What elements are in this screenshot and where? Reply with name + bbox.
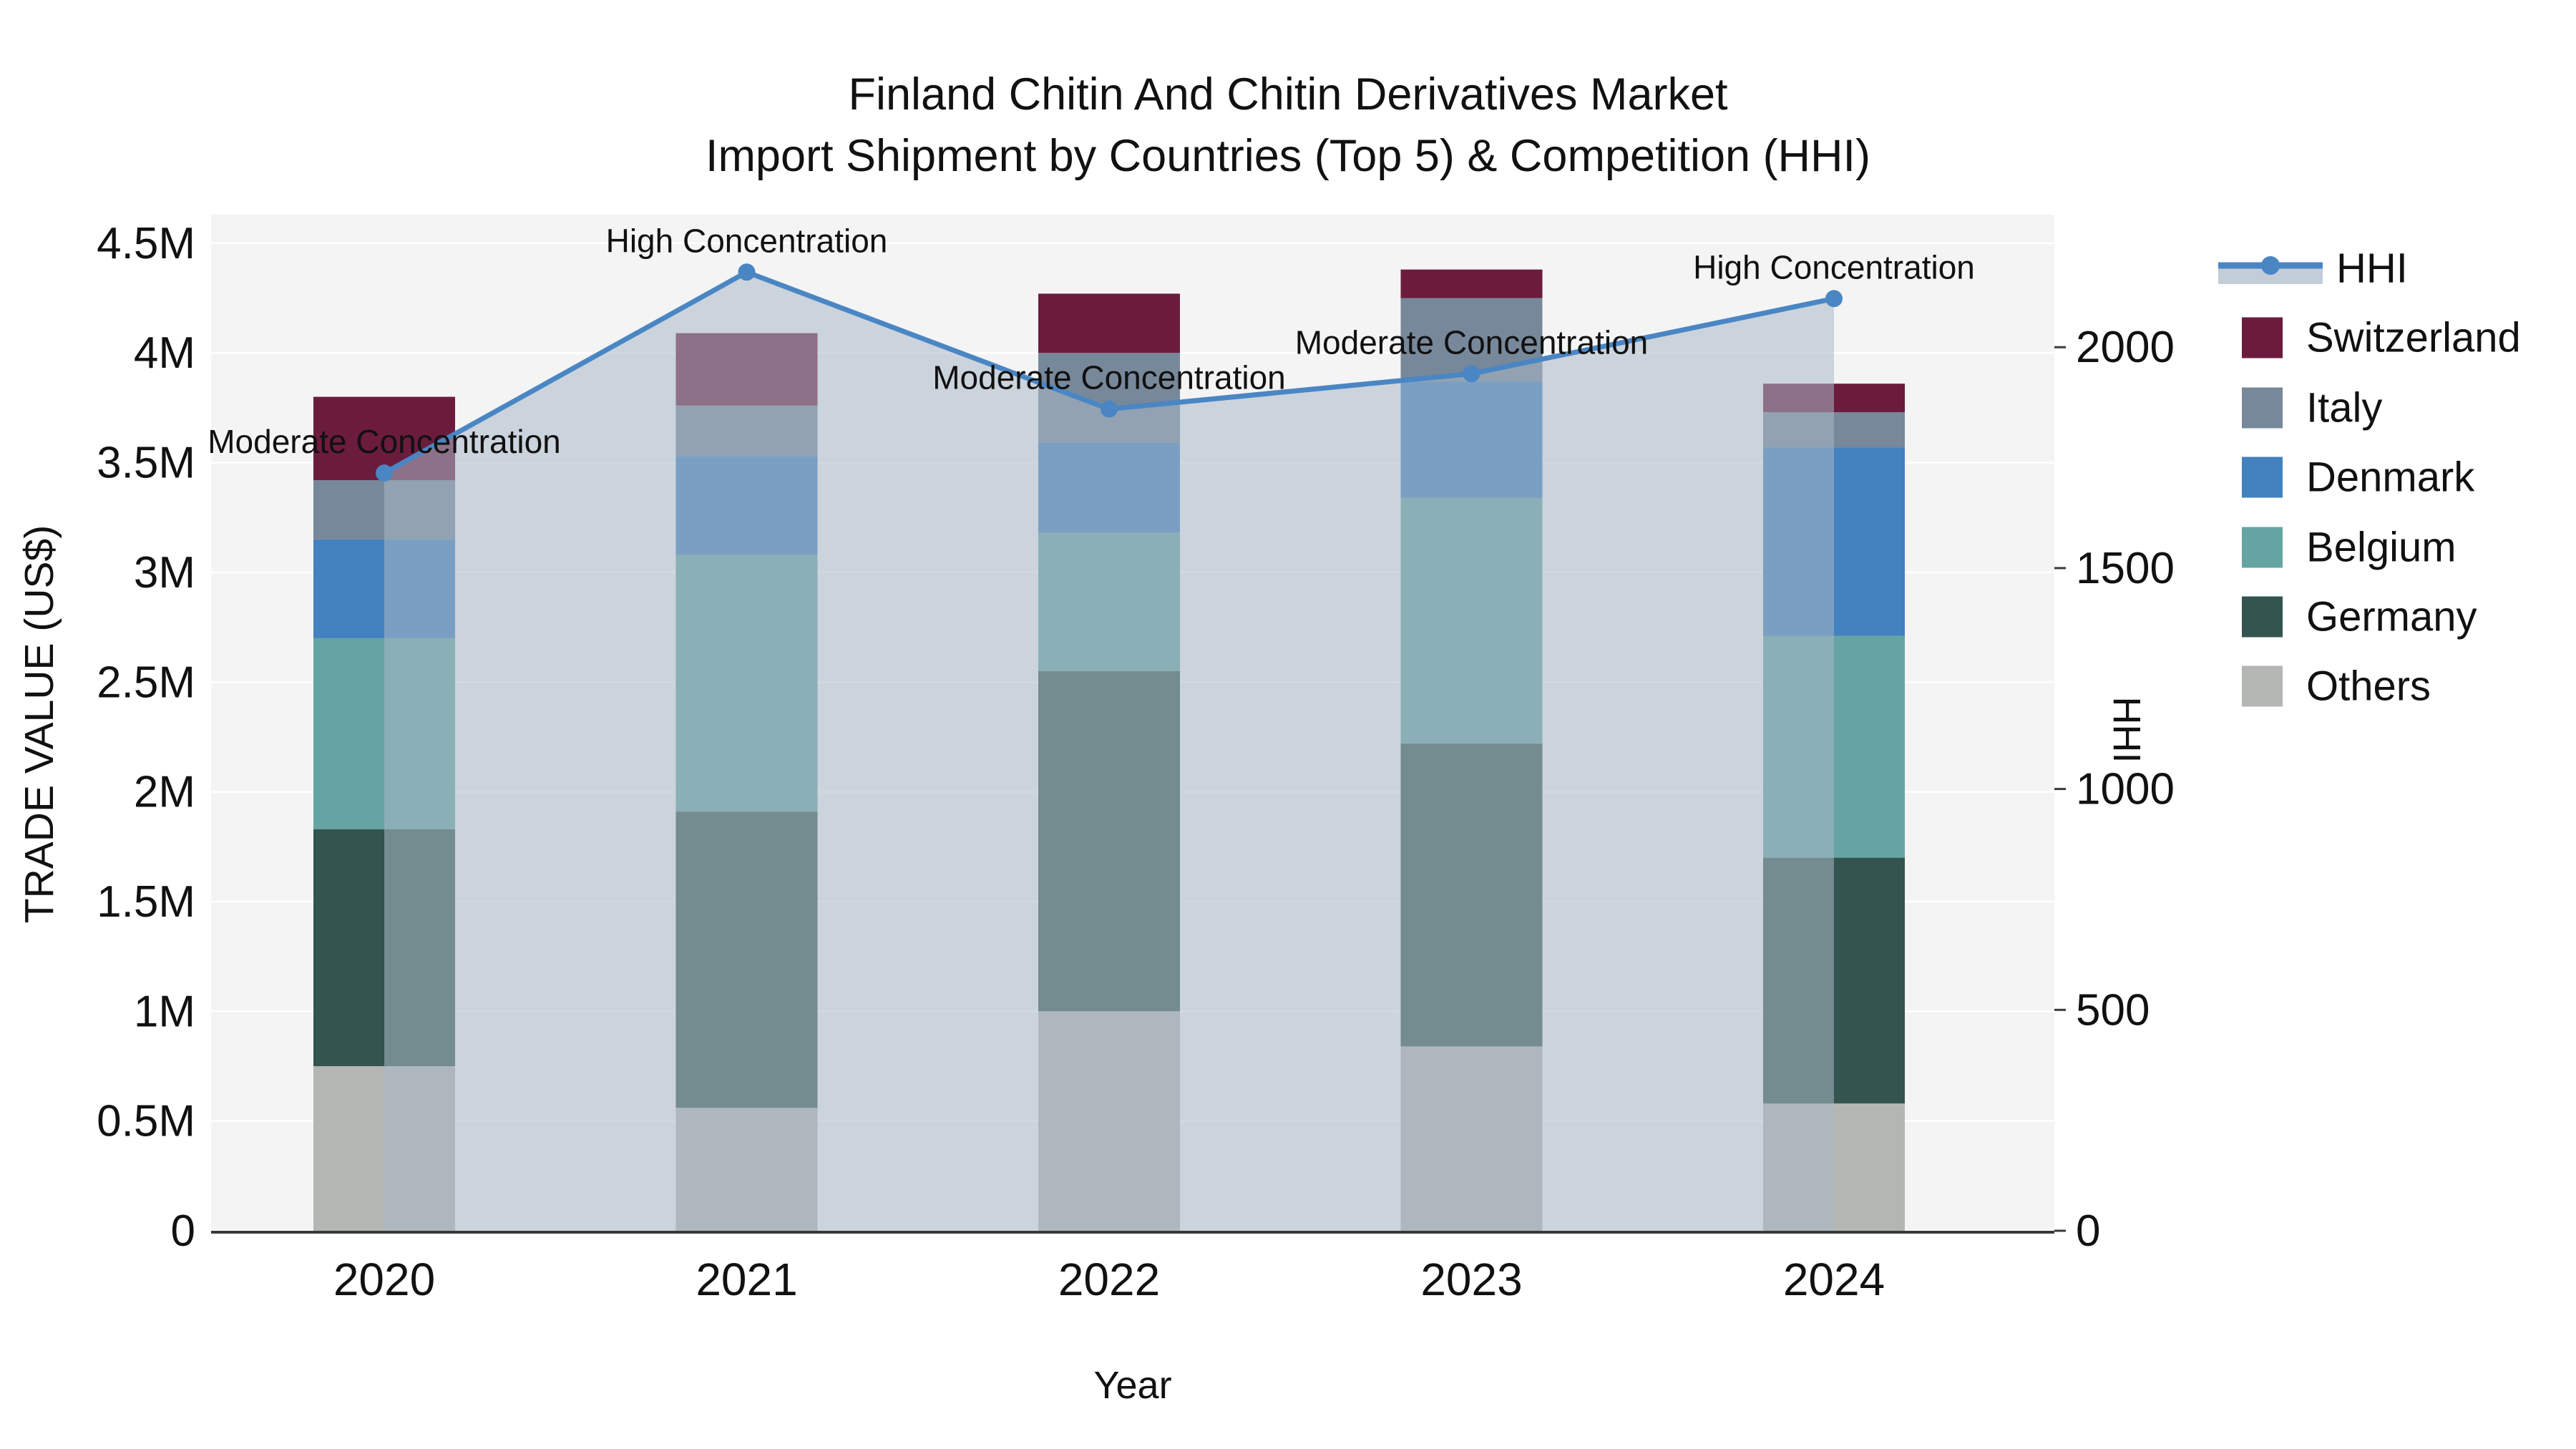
- hhi-annotation-2024: High Concentration: [1693, 248, 1975, 286]
- hhi-marker-2024: [1825, 290, 1843, 308]
- y-axis-left-tick-label: 1.5M: [97, 877, 195, 927]
- y-axis-left-tick-label: 3.5M: [97, 439, 195, 488]
- bar-segment-switzerland-2023: [1400, 269, 1543, 298]
- y-axis-right-tick-label: 1500: [2076, 544, 2175, 593]
- y-axis-left-tick-label: 2.5M: [97, 658, 195, 707]
- x-axis-tick-label: 2020: [333, 1254, 435, 1305]
- hhi-marker-2022: [1101, 400, 1118, 418]
- y-axis-right-tick-label: 2000: [2076, 323, 2175, 372]
- hhi-annotation-2022: Moderate Concentration: [932, 359, 1286, 396]
- y-axis-left-tick-label: 1M: [134, 987, 195, 1036]
- legend-swatch-switzerland: [2242, 317, 2283, 358]
- y-axis-left-tick-label: 0: [171, 1206, 195, 1256]
- y-axis-left-tick-label: 3M: [134, 548, 195, 597]
- chart-title-line2: Import Shipment by Countries (Top 5) & C…: [705, 131, 1871, 181]
- legend-label-hhi: HHI: [2336, 245, 2408, 292]
- x-axis-tick-label: 2021: [696, 1254, 797, 1305]
- hhi-annotation-2021: High Concentration: [606, 222, 888, 259]
- legend-swatch-others: [2242, 665, 2283, 707]
- hhi-marker-2020: [376, 464, 393, 482]
- chart-title-line1: Finland Chitin And Chitin Derivatives Ma…: [848, 69, 1728, 119]
- legend-label-others: Others: [2306, 663, 2431, 710]
- y-axis-right-title: HHI: [2105, 696, 2148, 763]
- y-axis-left-tick-label: 4M: [134, 328, 195, 378]
- x-axis-tick-label: 2022: [1058, 1254, 1160, 1305]
- hhi-annotation-2023: Moderate Concentration: [1295, 323, 1649, 361]
- y-axis-right-tick-label: 0: [2076, 1206, 2100, 1256]
- legend-swatch-denmark: [2242, 457, 2283, 498]
- y-axis-left-tick-label: 4.5M: [97, 219, 195, 268]
- legend-label-belgium: Belgium: [2306, 524, 2457, 571]
- x-axis-tick-label: 2023: [1420, 1254, 1522, 1305]
- x-axis-tick-label: 2024: [1783, 1254, 1885, 1305]
- hhi-area: [384, 272, 1834, 1231]
- y-axis-left-title: TRADE VALUE (US$): [16, 525, 62, 924]
- y-axis-right-tick-label: 500: [2076, 985, 2150, 1035]
- legend-label-germany: Germany: [2306, 593, 2477, 640]
- y-axis-left-tick-label: 0.5M: [97, 1097, 195, 1146]
- x-axis-title: Year: [1093, 1364, 1172, 1407]
- legend-swatch-germany: [2242, 596, 2283, 638]
- hhi-annotation-2020: Moderate Concentration: [208, 423, 561, 460]
- bar-segment-switzerland-2022: [1038, 293, 1180, 353]
- hhi-marker-2021: [738, 263, 756, 281]
- legend-label-denmark: Denmark: [2306, 454, 2475, 501]
- legend-swatch-hhi-line: [2218, 250, 2323, 287]
- legend-swatch-belgium: [2242, 527, 2283, 568]
- y-axis-left-tick-label: 2M: [134, 768, 195, 817]
- legend-label-switzerland: Switzerland: [2306, 314, 2521, 361]
- y-axis-right-tick-label: 1000: [2076, 765, 2175, 814]
- legend-label-italy: Italy: [2306, 384, 2383, 431]
- hhi-marker-2023: [1463, 365, 1480, 383]
- legend-swatch-italy: [2242, 387, 2283, 429]
